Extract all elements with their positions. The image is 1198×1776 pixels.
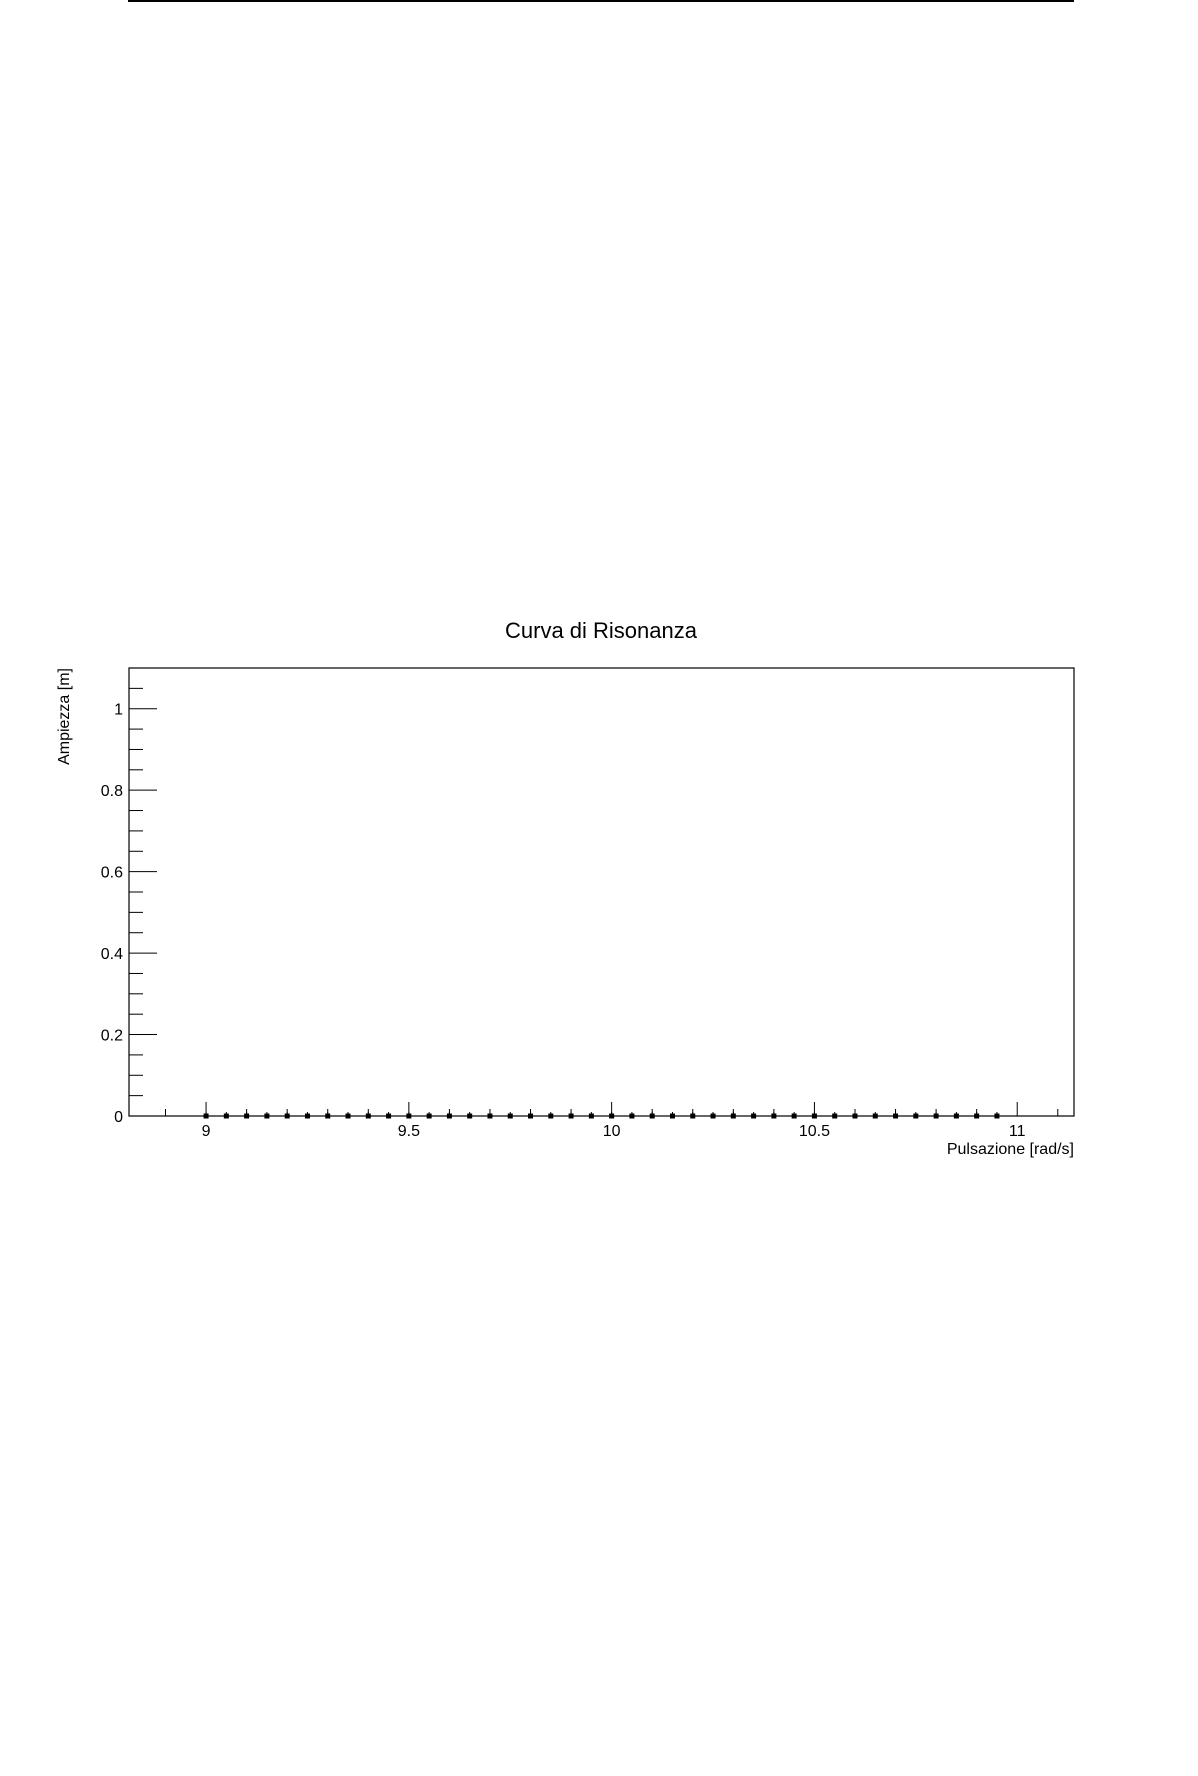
y-tick-label: 0.8 xyxy=(101,783,123,800)
data-point xyxy=(974,1113,980,1119)
x-tick-label: 10.5 xyxy=(799,1123,830,1140)
data-point xyxy=(669,1113,675,1119)
data-point xyxy=(446,1113,452,1119)
data-point xyxy=(304,1113,310,1119)
data-point xyxy=(893,1113,899,1119)
x-tick-label: 11 xyxy=(1009,1123,1026,1140)
data-point xyxy=(507,1113,513,1119)
x-tick-label: 9.5 xyxy=(398,1123,420,1140)
data-point xyxy=(852,1113,858,1119)
data-point xyxy=(264,1113,270,1119)
y-tick-label: 0.6 xyxy=(101,865,123,882)
y-axis-label: Ampiezza [m] xyxy=(56,668,73,765)
data-point xyxy=(791,1113,797,1119)
data-point xyxy=(568,1113,574,1119)
data-point xyxy=(548,1113,554,1119)
data-points xyxy=(203,1112,1000,1119)
y-tick-label: 0.2 xyxy=(101,1028,123,1045)
data-point xyxy=(244,1113,250,1119)
data-point xyxy=(771,1113,777,1119)
x-tick-label: 10 xyxy=(603,1123,621,1140)
data-point xyxy=(345,1113,351,1119)
data-point xyxy=(811,1113,817,1119)
data-point xyxy=(386,1113,392,1119)
data-point xyxy=(953,1113,959,1119)
x-tick-label: 9 xyxy=(202,1123,211,1140)
data-point xyxy=(467,1113,473,1119)
y-tick-label: 0 xyxy=(114,1109,123,1126)
data-point xyxy=(649,1113,655,1119)
data-point xyxy=(933,1113,939,1119)
data-point xyxy=(913,1113,919,1119)
y-axis-ticks: 0 0.2 0.4 0.6 0.8 1 xyxy=(101,667,157,1126)
data-point xyxy=(832,1113,838,1119)
data-point xyxy=(426,1113,432,1119)
data-point xyxy=(690,1113,696,1119)
data-point xyxy=(284,1113,290,1119)
data-point xyxy=(609,1113,615,1119)
data-point xyxy=(730,1113,736,1119)
y-tick-label: 0.4 xyxy=(101,946,123,963)
data-point xyxy=(994,1113,1000,1119)
plot-frame xyxy=(128,667,1075,1117)
data-point xyxy=(710,1113,716,1119)
x-axis-label: Pulsazione [rad/s] xyxy=(947,1141,1074,1158)
data-point xyxy=(629,1113,635,1119)
data-point xyxy=(203,1113,209,1119)
data-point xyxy=(406,1113,412,1119)
data-point xyxy=(528,1113,534,1119)
x-axis-ticks: 9 9.5 10 10.5 11 xyxy=(165,1102,1059,1140)
data-point xyxy=(588,1113,594,1119)
data-point xyxy=(365,1113,371,1119)
chart-title: Curva di Risonanza xyxy=(505,618,698,643)
data-point xyxy=(223,1113,229,1119)
data-point xyxy=(487,1113,493,1119)
data-point xyxy=(872,1113,878,1119)
data-point xyxy=(751,1113,757,1119)
data-point xyxy=(325,1113,331,1119)
y-tick-label: 1 xyxy=(114,702,123,719)
